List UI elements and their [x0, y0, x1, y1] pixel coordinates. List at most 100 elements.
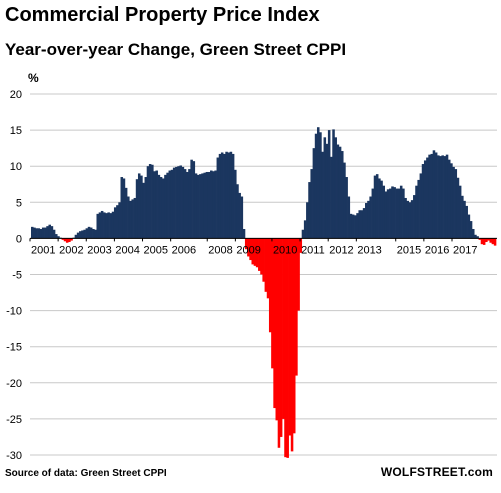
bar — [44, 227, 47, 239]
bar — [286, 238, 289, 458]
bar — [216, 157, 220, 239]
bar — [131, 199, 134, 239]
bar — [46, 226, 49, 239]
bar — [295, 238, 298, 376]
bar — [122, 178, 126, 239]
bar — [386, 189, 390, 239]
bar — [384, 191, 388, 239]
bar — [327, 130, 331, 239]
bar — [244, 238, 248, 250]
bar — [316, 127, 320, 239]
x-tick-label: 2003 — [87, 244, 111, 256]
bar — [255, 238, 259, 268]
bar — [164, 174, 167, 239]
bar — [279, 238, 283, 437]
bar — [37, 228, 41, 239]
bar — [50, 226, 54, 239]
bar — [236, 184, 239, 239]
bar — [212, 171, 215, 239]
bar — [458, 185, 462, 239]
bar — [74, 234, 78, 239]
bar — [426, 157, 429, 239]
bar — [404, 197, 407, 239]
bar — [306, 202, 309, 239]
bar — [247, 238, 250, 257]
x-tick-label: 2012 — [329, 244, 353, 256]
bar — [194, 173, 198, 239]
bar — [52, 229, 56, 239]
bar — [288, 238, 292, 436]
bar — [98, 212, 102, 239]
bar — [336, 144, 340, 239]
bar — [325, 143, 329, 239]
bar — [41, 227, 45, 239]
bar — [39, 229, 43, 239]
bar — [367, 200, 370, 239]
bar — [314, 133, 318, 239]
x-tick-label: 2002 — [59, 244, 83, 256]
bar — [369, 196, 372, 239]
bar — [437, 155, 440, 239]
bar — [456, 177, 460, 239]
bar — [111, 211, 115, 239]
bar — [351, 214, 355, 239]
bar-series — [31, 127, 497, 458]
bar — [199, 174, 202, 239]
bar — [303, 220, 307, 239]
x-tick-label: 2011 — [301, 244, 325, 256]
bar — [205, 171, 209, 239]
bar — [57, 236, 60, 239]
bar — [157, 174, 161, 239]
bar — [177, 166, 180, 239]
x-tick-label: 2001 — [31, 244, 55, 256]
y-tick-label: -15 — [6, 342, 22, 354]
bar — [485, 238, 488, 243]
bar — [133, 197, 137, 239]
bar — [474, 234, 477, 239]
bar — [487, 238, 490, 241]
bar — [480, 238, 484, 245]
bar — [371, 188, 375, 239]
bar — [493, 238, 497, 246]
bar — [297, 238, 300, 311]
bar — [413, 195, 416, 239]
bar — [332, 129, 335, 239]
bar — [415, 185, 418, 239]
bar — [83, 229, 86, 239]
bar — [362, 208, 366, 239]
bar — [450, 163, 453, 239]
bar — [135, 179, 139, 239]
bar — [118, 202, 121, 239]
bar — [89, 227, 93, 239]
y-axis-label: % — [28, 71, 39, 85]
bar — [63, 238, 67, 242]
bar — [391, 186, 394, 239]
bar — [491, 238, 495, 245]
bar — [113, 207, 117, 239]
bar — [192, 161, 196, 239]
bar — [406, 200, 410, 239]
bar — [48, 224, 51, 239]
x-tick-label: 2006 — [172, 244, 196, 256]
bar — [334, 137, 337, 239]
bar — [33, 227, 36, 239]
bar — [319, 132, 322, 239]
bar — [443, 156, 447, 239]
bar — [373, 175, 377, 239]
bar — [441, 155, 444, 239]
bar — [207, 171, 211, 239]
bar — [421, 164, 425, 239]
bar — [349, 213, 353, 239]
bar — [338, 146, 342, 239]
bar — [129, 200, 132, 239]
bar — [478, 238, 482, 240]
x-tick-label: 2009 — [236, 244, 260, 256]
bar — [365, 203, 368, 239]
bar — [210, 170, 213, 239]
bar — [179, 165, 182, 239]
bar — [432, 150, 436, 239]
bar — [461, 195, 464, 239]
bar — [127, 196, 130, 239]
bar — [262, 238, 265, 282]
bar — [148, 164, 152, 239]
